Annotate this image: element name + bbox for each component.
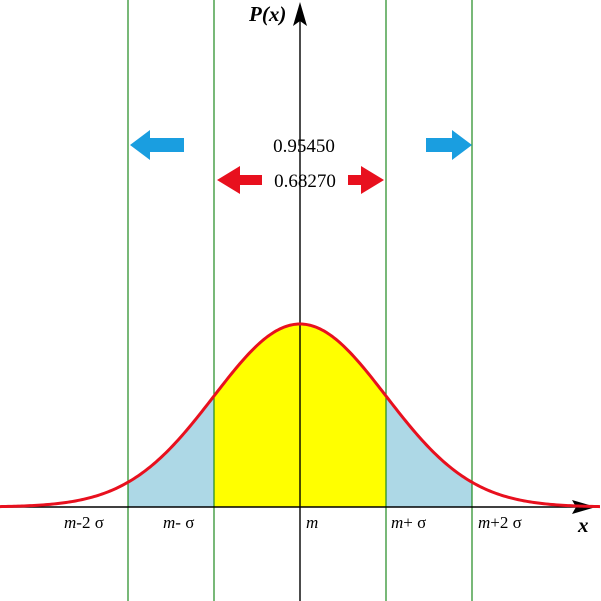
tick-label-m-minus-2-sigma: m-2 σ: [64, 513, 104, 532]
y-axis-label: P(x): [248, 2, 286, 26]
prob-two-sigma-label: 0.95450: [273, 136, 335, 157]
tick-label-m-plus-2-sigma: m+2 σ: [478, 513, 522, 532]
tick-suffix: -2 σ: [76, 513, 104, 532]
tick-label-m-plus-sigma: m+ σ: [391, 513, 426, 532]
red-right-arrow: [348, 166, 384, 194]
tick-m: m: [391, 513, 403, 532]
tick-label-m: m: [306, 513, 318, 532]
tick-suffix: - σ: [175, 513, 194, 532]
tick-suffix: + σ: [403, 513, 426, 532]
y-axis-arrowhead: [293, 2, 307, 26]
density-curve: [0, 322, 601, 509]
tick-m: m: [163, 513, 175, 532]
tick-suffix: +2 σ: [490, 513, 522, 532]
blue-right-arrow: [426, 130, 472, 160]
x-axis-label: x: [577, 513, 589, 537]
tick-m: m: [478, 513, 490, 532]
tick-label-m-minus-sigma: m- σ: [163, 513, 194, 532]
blue-left-arrow: [130, 130, 184, 160]
prob-one-sigma-label: 0.68270: [274, 171, 336, 192]
red-left-arrow: [217, 166, 262, 194]
tick-m: m: [64, 513, 76, 532]
